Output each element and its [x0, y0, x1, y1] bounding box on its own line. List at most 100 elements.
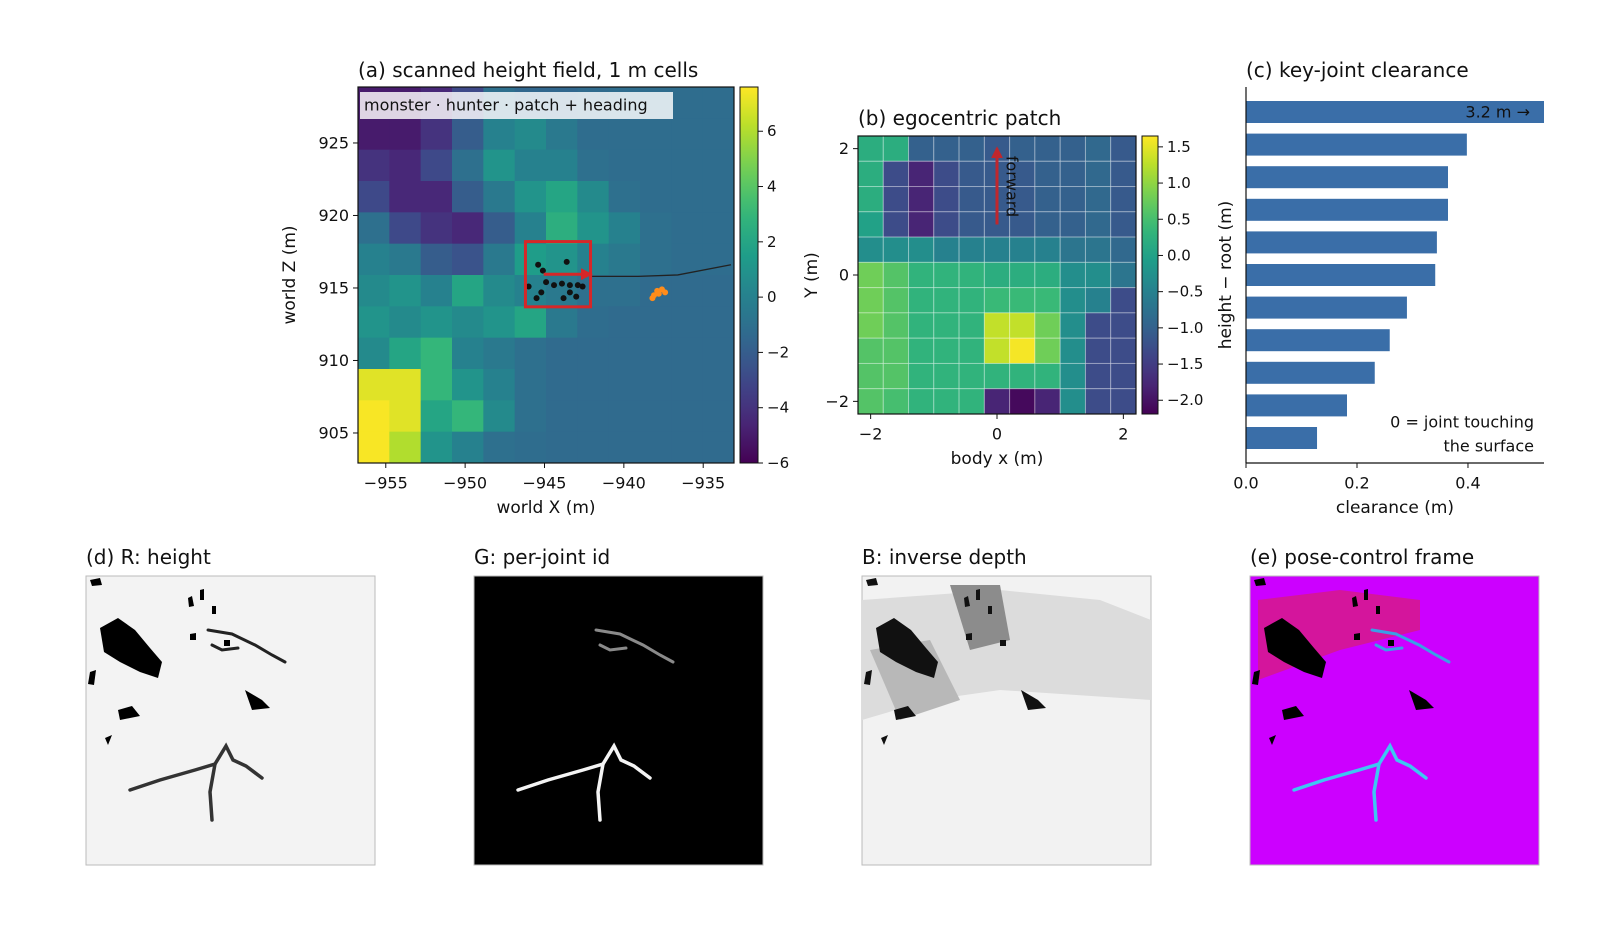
colorbar-label: height − root (m)	[1216, 201, 1236, 350]
heat-cell	[420, 243, 453, 276]
heat-cell	[958, 261, 985, 289]
heat-cell	[933, 312, 960, 339]
point	[560, 295, 567, 302]
heat-cell	[483, 212, 516, 245]
heat-cell	[1084, 135, 1112, 162]
heat-cell	[389, 118, 422, 151]
heat-cell	[1110, 312, 1137, 339]
heat-cell	[1110, 337, 1137, 364]
point	[551, 282, 558, 289]
heat-cell	[882, 261, 910, 289]
point	[566, 289, 573, 296]
heat-cell	[389, 275, 422, 307]
heat-cell	[908, 135, 935, 162]
x-tick-label: 0.0	[1233, 474, 1258, 493]
heat-cell	[389, 337, 422, 370]
heat-cell	[452, 369, 484, 401]
heat-cell	[983, 312, 1011, 339]
annotation: the surface	[1444, 437, 1534, 456]
heat-cell	[702, 87, 735, 119]
heat-cell	[577, 431, 610, 464]
heat-cell	[546, 212, 578, 245]
heat-cell	[933, 287, 960, 314]
bars	[1246, 101, 1544, 449]
heat-cell	[933, 160, 960, 188]
heat-cell	[1034, 135, 1061, 162]
colorbar	[739, 86, 759, 464]
heat-cell	[1110, 186, 1137, 213]
heat-cell	[983, 236, 1011, 263]
heat-cell	[514, 118, 547, 151]
heat-cell	[702, 275, 735, 307]
heat-cell	[420, 275, 453, 307]
heat-cell	[483, 275, 516, 307]
heat-cell	[640, 400, 672, 433]
heat-cell	[640, 243, 672, 276]
heat-cell	[1059, 211, 1086, 238]
point	[543, 279, 550, 286]
x-axis-label: clearance (m)	[1336, 498, 1454, 518]
heat-cell	[857, 337, 884, 364]
bar	[1246, 296, 1407, 319]
heat-cell	[420, 306, 453, 339]
heat-cell	[389, 369, 422, 401]
heat-cell	[1084, 186, 1112, 213]
heat-cell	[958, 287, 985, 314]
x-tick-label: 2	[1118, 425, 1128, 444]
heat-cell	[389, 149, 422, 182]
bar	[1246, 427, 1318, 449]
heat-cell	[546, 400, 578, 433]
bar	[1246, 361, 1375, 384]
heat-cell	[857, 160, 884, 188]
colorbar-tick-label: 6	[767, 122, 777, 140]
bar	[1246, 231, 1437, 254]
heat-cell	[608, 181, 641, 213]
heat-cell	[1110, 135, 1137, 162]
heat-cell	[882, 388, 910, 415]
panel-title: G: per-joint id	[474, 545, 610, 569]
heat-cell	[958, 388, 985, 415]
heat-cell	[702, 243, 735, 276]
depth-region	[870, 640, 960, 720]
heat-cell	[1034, 160, 1061, 188]
y-tick-label: 920	[318, 206, 349, 225]
point	[558, 280, 565, 287]
heat-cell	[857, 186, 884, 213]
heat-cell	[546, 118, 578, 151]
colorbar-tick-label: −2.0	[1167, 391, 1203, 409]
heat-cell	[1110, 160, 1137, 188]
heat-cell	[577, 275, 610, 307]
heat-cell	[1009, 287, 1036, 314]
heat-cell	[1084, 261, 1112, 289]
heat-cell	[1084, 337, 1112, 364]
x-tick-label: −955	[364, 474, 408, 493]
heat-cell	[389, 400, 422, 433]
heat-cell	[1034, 362, 1061, 390]
point	[649, 295, 656, 302]
heat-cell	[1110, 261, 1137, 289]
bar	[1246, 166, 1448, 189]
heat-cell	[608, 400, 641, 433]
heat-cell	[546, 306, 578, 339]
heat-cell	[358, 149, 390, 182]
heat-cell	[358, 275, 390, 307]
point	[574, 282, 581, 289]
heat-cell	[908, 388, 935, 415]
heat-cell	[1034, 186, 1061, 213]
heat-cell	[702, 181, 735, 213]
heat-cell	[882, 186, 910, 213]
heat-cell	[908, 337, 935, 364]
value-label: 3.2 m →	[1465, 103, 1530, 122]
heat-cell	[640, 306, 672, 339]
heat-cell	[933, 186, 960, 213]
point	[662, 289, 669, 296]
x-tick-label: 0.2	[1344, 474, 1369, 493]
heat-cell	[958, 160, 985, 188]
heat-cell	[882, 211, 910, 238]
heat-cell	[608, 243, 641, 276]
heat-cell	[358, 181, 390, 213]
x-tick-label: −935	[681, 474, 725, 493]
heat-cell	[577, 369, 610, 401]
heat-cell	[882, 135, 910, 162]
heat-cell	[577, 118, 610, 151]
